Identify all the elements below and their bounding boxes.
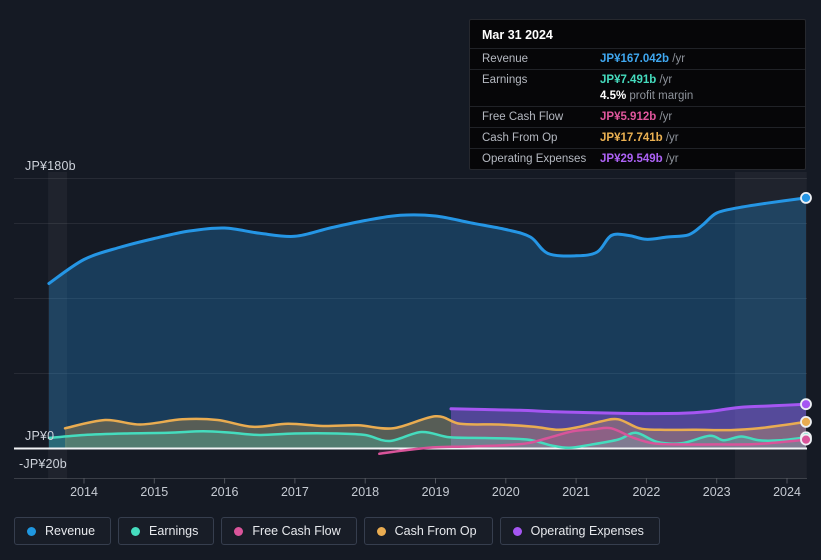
x-axis-label-2015: 2015 <box>140 485 168 499</box>
legend-item-earnings[interactable]: Earnings <box>118 517 215 545</box>
chart-tooltip: Mar 31 2024 Revenue JP¥167.042b /yr Earnin… <box>469 19 806 170</box>
chart-legend: Revenue Earnings Free Cash Flow Cash From O… <box>14 517 660 545</box>
line-earnings <box>47 430 808 450</box>
tooltip-row-earnings: Earnings JP¥7.491b /yr <box>470 69 805 90</box>
tooltip-row-free-cash-flow: Free Cash Flow JP¥5.912b /yr <box>470 106 805 127</box>
legend-dot <box>512 526 522 536</box>
x-axis-label-2014: 2014 <box>70 485 98 499</box>
x-axis-label-2022: 2022 <box>632 485 660 499</box>
x-axis-label-2023: 2023 <box>703 485 731 499</box>
line-cash-from-op <box>63 415 808 432</box>
legend-label: Free Cash Flow <box>252 524 341 538</box>
tooltip-row-cash-from-op: Cash From Op JP¥17.741b /yr <box>470 127 805 148</box>
end-dot-operating-expenses <box>800 398 812 411</box>
tooltip-row-value: JP¥167.042b /yr <box>600 53 686 65</box>
x-axis-label-2020: 2020 <box>492 485 520 499</box>
tooltip-row-label: Revenue <box>482 53 529 65</box>
tooltip-row-label: Earnings <box>482 74 528 86</box>
tooltip-row-label: Operating Expenses <box>482 153 587 165</box>
tooltip-row-value: JP¥7.491b /yr <box>600 74 673 86</box>
area-earnings <box>48 431 806 449</box>
tooltip-date: Mar 31 2024 <box>482 28 553 42</box>
y-axis-label-180b: JP¥180b <box>25 159 76 173</box>
end-dot-free-cash-flow <box>800 433 812 446</box>
y-axis-label-neg-20b: -JP¥20b <box>19 457 67 471</box>
end-dot-cash-from-op <box>800 415 812 428</box>
tooltip-row-value: JP¥17.741b /yr <box>600 132 679 144</box>
x-axis-label-2018: 2018 <box>351 485 379 499</box>
legend-label: Cash From Op <box>394 524 477 538</box>
area-free-cash-flow <box>379 427 806 454</box>
legend-dot <box>376 526 386 536</box>
x-axis-label-2024: 2024 <box>773 485 801 499</box>
tooltip-row-label: Free Cash Flow <box>482 111 564 123</box>
tooltip-profit-margin-row: 4.5% profit margin <box>600 90 694 102</box>
legend-dot <box>131 526 141 536</box>
y-axis-label-zero: JP¥0 <box>25 429 55 443</box>
area-cash-from-op <box>65 416 806 449</box>
legend-label: Revenue <box>45 524 96 538</box>
x-axis-label-2017: 2017 <box>281 485 309 499</box>
highlight-band-0 <box>48 172 68 479</box>
tooltip-row-operating-expenses: Operating Expenses JP¥29.549b /yr <box>470 148 805 169</box>
tooltip-row-value: JP¥5.912b /yr <box>600 111 673 123</box>
legend-dot <box>27 526 36 536</box>
legend-dot <box>234 526 244 536</box>
tooltip-row-value: JP¥29.549b /yr <box>600 153 679 165</box>
legend-item-revenue[interactable]: Revenue <box>14 517 112 545</box>
line-revenue <box>47 196 808 285</box>
tooltip-row-label: Cash From Op <box>482 132 558 144</box>
legend-item-free-cash-flow[interactable]: Free Cash Flow <box>221 517 357 545</box>
x-axis-label-2019: 2019 <box>422 485 450 499</box>
legend-label: Earnings <box>149 524 199 538</box>
line-operating-expenses <box>449 402 808 416</box>
legend-label: Operating Expenses <box>530 524 644 538</box>
end-dot-revenue <box>800 191 812 204</box>
x-axis-label-2016: 2016 <box>211 485 239 499</box>
tooltip-row-revenue: Revenue JP¥167.042b /yr <box>470 48 805 69</box>
x-axis-label-2021: 2021 <box>562 485 590 499</box>
area-revenue <box>48 197 806 449</box>
line-free-cash-flow <box>378 426 808 456</box>
legend-item-cash-from-op[interactable]: Cash From Op <box>363 517 493 545</box>
legend-item-operating-expenses[interactable]: Operating Expenses <box>499 517 660 545</box>
